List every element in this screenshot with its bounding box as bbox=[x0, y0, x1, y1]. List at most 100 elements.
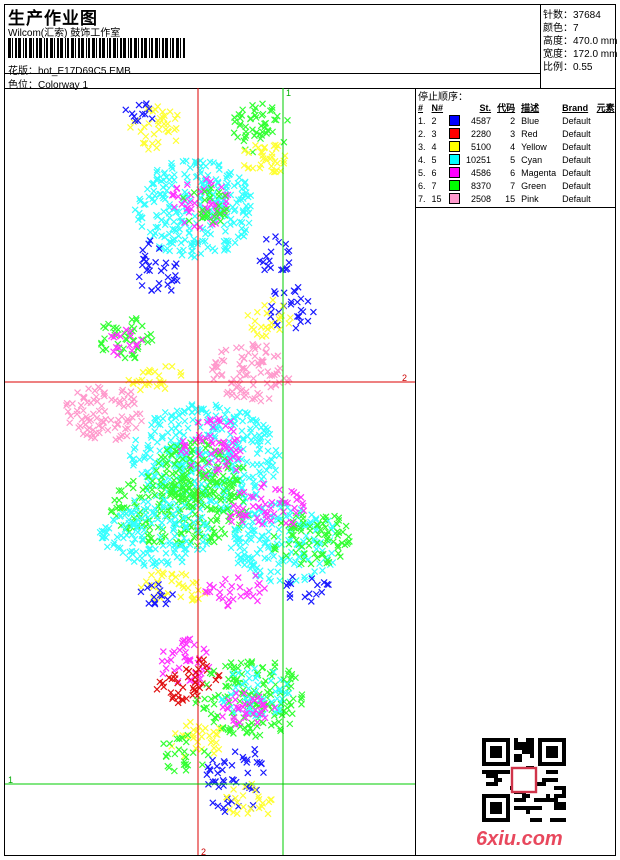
col-needle: N# bbox=[431, 102, 444, 113]
embroidery-design-preview bbox=[5, 88, 415, 855]
stop-code: 2 bbox=[510, 115, 516, 126]
table-header-row: # N# St. 代码 描述 Brand 元素 bbox=[416, 101, 619, 114]
col-stitches: St. bbox=[479, 102, 492, 113]
stop-stitches: 4587 bbox=[471, 115, 492, 126]
stop-brand: Default bbox=[562, 141, 591, 152]
stat-width: 宽度：172.0 mm bbox=[543, 49, 618, 60]
color-swatch bbox=[449, 154, 461, 166]
stop-element bbox=[595, 179, 619, 192]
stop-swatch bbox=[447, 166, 464, 179]
col-code: 代码 bbox=[497, 103, 516, 113]
color-swatch bbox=[449, 115, 461, 127]
color-swatch bbox=[449, 128, 461, 140]
stop-row: 4. 5 10251 5 Cyan Default bbox=[416, 153, 619, 166]
stop-index: 1. bbox=[418, 115, 426, 126]
stop-index: 5. bbox=[418, 167, 426, 178]
stats-divider bbox=[540, 4, 541, 88]
stop-brand: Default bbox=[562, 154, 591, 165]
col-element: 元素 bbox=[596, 103, 615, 113]
stat-height: 高度：470.0 mm bbox=[543, 36, 618, 47]
colorway-label: 色位： bbox=[8, 80, 38, 91]
stop-row: 2. 3 2280 3 Red Default bbox=[416, 127, 619, 140]
stop-row: 3. 4 5100 4 Yellow Default bbox=[416, 140, 619, 153]
stop-needle: 3 bbox=[431, 128, 437, 139]
stop-swatch bbox=[447, 153, 464, 166]
stop-desc: Green bbox=[521, 180, 547, 191]
stop-needle: 2 bbox=[431, 115, 437, 126]
design-file-label: 花版： bbox=[8, 66, 38, 77]
stop-element bbox=[595, 140, 619, 153]
stop-needle: 4 bbox=[431, 141, 437, 152]
studio-subtitle: Wilcom(汇索) 鼓饰工作室 bbox=[8, 28, 121, 39]
col-swatch bbox=[447, 101, 464, 114]
stat-scale: 比例：0.55 bbox=[543, 62, 593, 73]
stop-needle: 5 bbox=[431, 154, 437, 165]
stat-colors: 颜色：7 bbox=[543, 23, 579, 34]
stop-swatch bbox=[447, 192, 464, 205]
color-swatch bbox=[449, 167, 461, 179]
stop-sequence-table: # N# St. 代码 描述 Brand 元素 1. 2 4587 2 Blue Defa… bbox=[416, 101, 619, 205]
stop-stitches: 10251 bbox=[466, 154, 492, 165]
stop-code: 7 bbox=[510, 180, 516, 191]
guide-label-h1: 1 bbox=[8, 775, 14, 785]
stop-index: 6. bbox=[418, 180, 426, 191]
panel-divider bbox=[415, 88, 416, 856]
stop-element bbox=[595, 192, 619, 205]
stop-index: 2. bbox=[418, 128, 426, 139]
stop-desc: Cyan bbox=[521, 154, 543, 165]
header-divider bbox=[4, 88, 616, 89]
stop-row: 6. 7 8370 7 Green Default bbox=[416, 179, 619, 192]
stop-swatch bbox=[447, 140, 464, 153]
stop-element bbox=[595, 166, 619, 179]
col-desc: 描述 bbox=[521, 103, 540, 113]
guide-label-v2: 2 bbox=[201, 847, 207, 857]
stop-brand: Default bbox=[562, 128, 591, 139]
design-file-line: 花版：hot_E17D69C5.EMB bbox=[8, 62, 131, 77]
stop-index: 4. bbox=[418, 154, 426, 165]
stop-code: 3 bbox=[510, 128, 516, 139]
stop-sequence-title: 停止顺序： bbox=[418, 92, 468, 103]
qr-code-image bbox=[482, 738, 566, 822]
stop-swatch bbox=[447, 127, 464, 140]
stop-index: 7. bbox=[418, 193, 426, 204]
col-index: # bbox=[418, 102, 424, 113]
stop-code: 6 bbox=[510, 167, 516, 178]
colorway-name: Colorway 1 bbox=[38, 80, 89, 91]
site-watermark: 6xiu.com bbox=[476, 828, 563, 850]
stop-desc: Magenta bbox=[521, 167, 557, 178]
sheet-title: 生产作业图 bbox=[8, 9, 98, 28]
meta-divider bbox=[4, 73, 540, 74]
stop-stitches: 8370 bbox=[471, 180, 492, 191]
stop-brand: Default bbox=[562, 115, 591, 126]
stop-swatch bbox=[447, 114, 464, 127]
stop-code: 15 bbox=[505, 193, 516, 204]
stop-row: 1. 2 4587 2 Blue Default bbox=[416, 114, 619, 127]
stop-stitches: 2280 bbox=[471, 128, 492, 139]
stop-table-bottom bbox=[415, 207, 616, 208]
guide-label-v1: 1 bbox=[286, 88, 292, 98]
page-frame bbox=[4, 4, 616, 856]
stop-brand: Default bbox=[562, 167, 591, 178]
color-swatch bbox=[449, 193, 461, 205]
design-file-name: hot_E17D69C5.EMB bbox=[38, 66, 131, 77]
stop-element bbox=[595, 127, 619, 140]
stop-desc: Blue bbox=[521, 115, 540, 126]
stop-brand: Default bbox=[562, 193, 591, 204]
barcode-image bbox=[8, 38, 185, 58]
stat-stitches: 针数：37684 bbox=[543, 10, 601, 21]
stop-element bbox=[595, 153, 619, 166]
stop-stitches: 5100 bbox=[471, 141, 492, 152]
colorway-line: 色位：Colorway 1 bbox=[8, 76, 88, 91]
col-brand: Brand bbox=[562, 102, 589, 113]
stop-swatch bbox=[447, 179, 464, 192]
stop-stitches: 4586 bbox=[471, 167, 492, 178]
stop-desc: Pink bbox=[521, 193, 539, 204]
stop-desc: Yellow bbox=[521, 141, 547, 152]
stop-brand: Default bbox=[562, 180, 591, 191]
stop-desc: Red bbox=[521, 128, 538, 139]
stop-row: 7. 15 2508 15 Pink Default bbox=[416, 192, 619, 205]
stop-needle: 15 bbox=[431, 193, 442, 204]
color-swatch bbox=[449, 180, 461, 192]
stop-needle: 7 bbox=[431, 180, 437, 191]
stop-row: 5. 6 4586 6 Magenta Default bbox=[416, 166, 619, 179]
